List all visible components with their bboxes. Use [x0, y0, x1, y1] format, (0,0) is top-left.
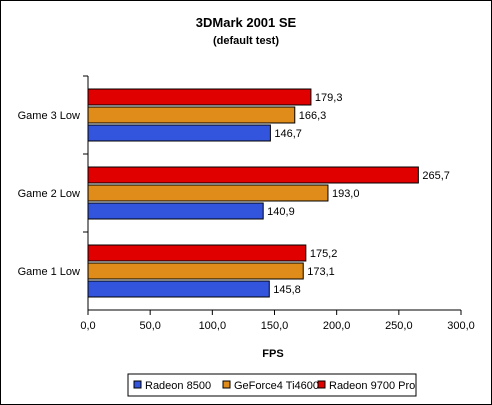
legend-swatch	[317, 380, 326, 389]
bar-value-label: 140,9	[267, 206, 295, 218]
bar	[87, 244, 307, 262]
bar	[87, 184, 329, 202]
legend-swatch	[133, 380, 142, 389]
legend-box	[127, 373, 417, 397]
category-label: Game 1 Low	[18, 266, 80, 278]
category-label: Game 3 Low	[18, 110, 80, 122]
x-tick-label: 200,0	[323, 320, 351, 332]
bar	[87, 106, 296, 124]
x-tick-label: 300,0	[447, 320, 475, 332]
legend-swatch	[222, 380, 231, 389]
chart-title: 3DMark 2001 SE	[196, 15, 297, 30]
bar	[87, 124, 271, 142]
legend: Radeon 8500 GeForce4 Ti4600 Radeon 9700 Pr…	[127, 373, 417, 397]
bar	[87, 202, 264, 220]
bar-value-label: 173,1	[307, 266, 335, 278]
bar	[87, 166, 419, 184]
bar-value-label: 145,8	[273, 284, 301, 296]
legend-item-label: Radeon 9700 Pro	[329, 380, 415, 392]
bar	[87, 262, 304, 280]
chart-subtitle: (default test)	[213, 35, 279, 47]
legend-item-label: Radeon 8500	[145, 380, 211, 392]
bar-value-label: 166,3	[299, 110, 327, 122]
bar-value-label: 179,3	[315, 92, 343, 104]
x-tick-label: 50,0	[139, 320, 160, 332]
plot-area: Game 3 Low 179,3 166,3 146,7 Game 2 Low 265,7…	[18, 75, 475, 332]
x-tick-label: 150,0	[261, 320, 289, 332]
category-label: Game 2 Low	[18, 188, 80, 200]
legend-item-label: GeForce4 Ti4600	[234, 380, 319, 392]
bar	[87, 280, 270, 298]
x-tick-label: 250,0	[385, 320, 413, 332]
x-tick-label: 100,0	[199, 320, 227, 332]
x-axis-label: FPS	[262, 348, 283, 360]
bar	[87, 88, 312, 106]
bar-value-label: 193,0	[332, 188, 360, 200]
bar-value-label: 265,7	[422, 170, 450, 182]
x-tick-label: 0,0	[80, 320, 95, 332]
bar-value-label: 175,2	[310, 248, 338, 260]
bar-value-label: 146,7	[274, 128, 302, 140]
